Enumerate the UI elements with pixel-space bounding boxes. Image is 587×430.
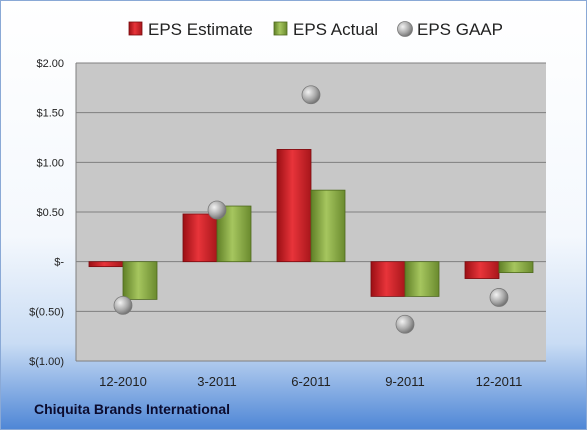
eps-actual-bar bbox=[310, 189, 346, 263]
y-tick-label: $- bbox=[54, 257, 64, 269]
eps-gaap-marker bbox=[301, 85, 321, 105]
eps-estimate-bar bbox=[276, 149, 312, 263]
y-tick-label: $1.00 bbox=[36, 157, 64, 169]
legend-eps-actual-swatch bbox=[273, 21, 288, 36]
legend-eps-gaap-swatch bbox=[397, 21, 413, 37]
eps-actual-bar bbox=[498, 261, 534, 273]
eps-chart: $2.00 $1.50 $1.00 $0.50 $- $(0.50) $(1.00) 12-… bbox=[29, 20, 546, 389]
eps-estimate-bar bbox=[370, 261, 406, 297]
x-tick-label: 9-2011 bbox=[385, 374, 425, 389]
gaap-markers bbox=[113, 85, 509, 334]
y-tick-label: $2.00 bbox=[36, 58, 64, 70]
y-axis: $2.00 $1.50 $1.00 $0.50 $- $(0.50) $(1.00) bbox=[29, 58, 77, 368]
x-tick-label: 6-2011 bbox=[291, 374, 331, 389]
y-tick-label: $0.50 bbox=[36, 207, 64, 219]
eps-gaap-marker bbox=[207, 200, 227, 220]
x-tick-label: 12-2011 bbox=[476, 374, 523, 389]
eps-gaap-marker bbox=[489, 288, 509, 307]
legend-eps-actual-label: EPS Actual bbox=[293, 20, 378, 39]
y-tick-label: $(0.50) bbox=[29, 306, 64, 318]
eps-actual-bar bbox=[404, 261, 440, 297]
y-tick-label: $(1.00) bbox=[29, 356, 64, 368]
eps-estimate-bar bbox=[464, 261, 500, 279]
y-tick-label: $1.50 bbox=[36, 108, 64, 120]
x-tick-label: 12-2010 bbox=[99, 374, 147, 389]
legend-eps-estimate-label: EPS Estimate bbox=[148, 20, 253, 39]
eps-estimate-bar bbox=[182, 213, 218, 263]
legend-eps-estimate-swatch bbox=[128, 21, 143, 36]
x-tick-label: 3-2011 bbox=[197, 374, 237, 389]
legend: EPS Estimate EPS Actual EPS GAAP bbox=[128, 20, 503, 39]
eps-estimate-bar bbox=[88, 261, 124, 268]
bars bbox=[88, 149, 534, 300]
eps-actual-bar bbox=[122, 261, 158, 300]
eps-gaap-marker bbox=[395, 314, 415, 334]
x-axis-labels: 12-2010 3-2011 6-2011 9-2011 12-2011 bbox=[99, 374, 522, 389]
legend-eps-gaap-label: EPS GAAP bbox=[417, 20, 503, 39]
company-name: Chiquita Brands International bbox=[34, 401, 231, 417]
eps-gaap-marker bbox=[113, 295, 133, 315]
